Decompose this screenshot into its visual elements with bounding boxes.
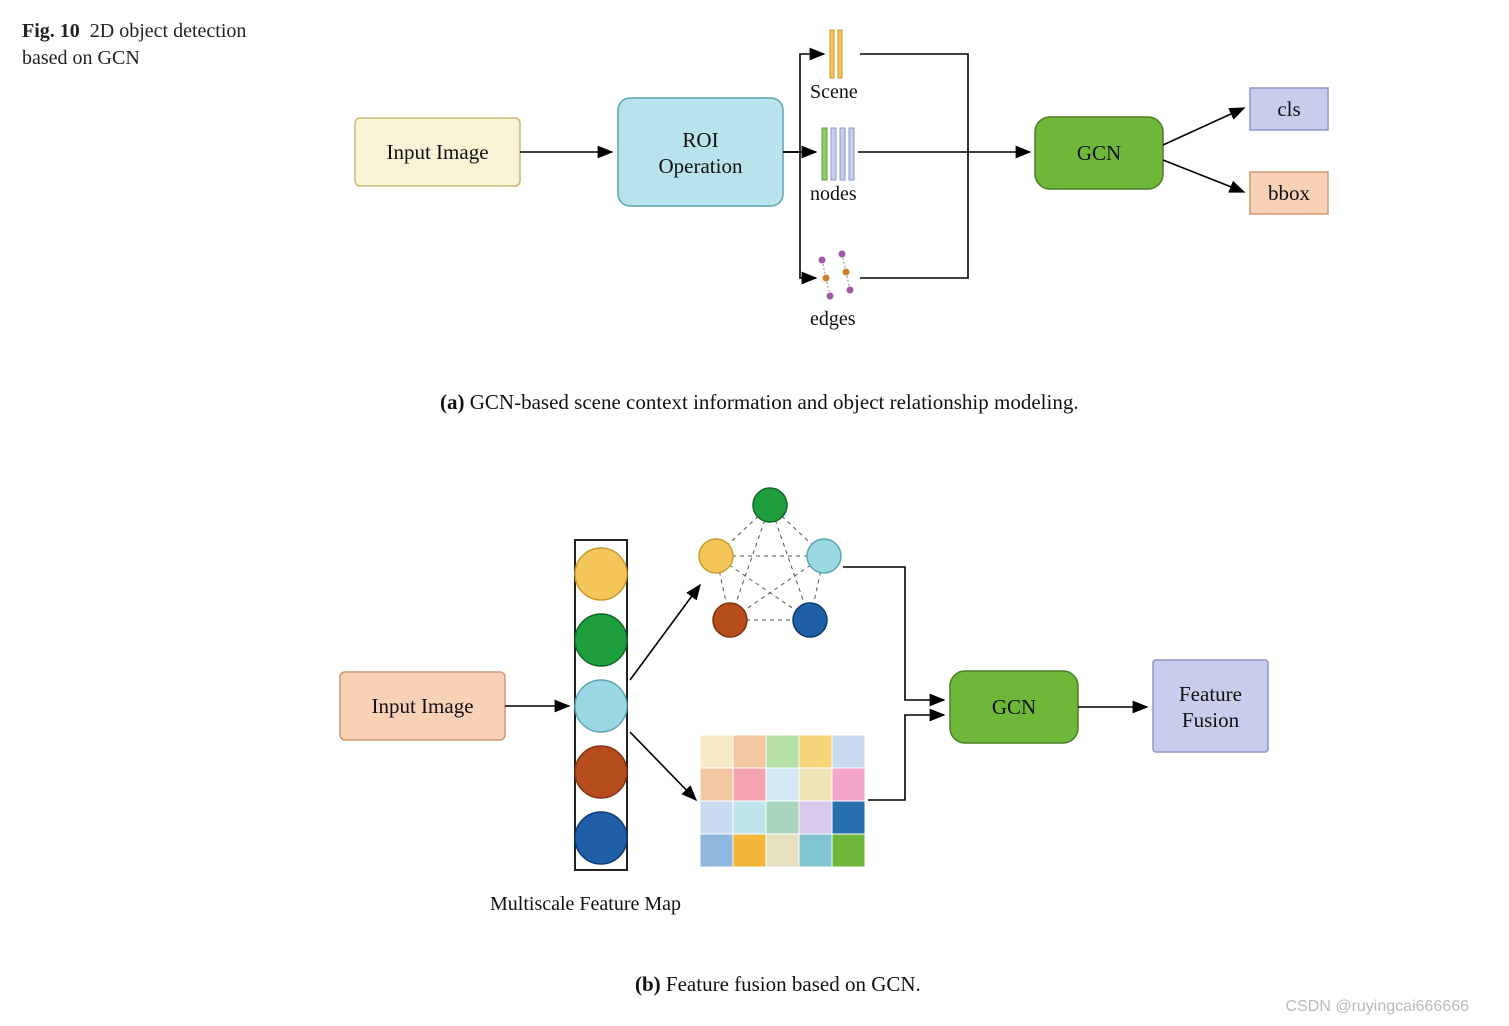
caption-a: (a) GCN-based scene context information … [440, 390, 1079, 415]
svg-text:ROI: ROI [682, 128, 718, 152]
svg-text:GCN: GCN [1077, 141, 1121, 165]
svg-text:Operation: Operation [659, 154, 743, 178]
svg-text:edges: edges [810, 308, 856, 330]
diagram-canvas: Input Image ROIOperation GCN cls bbox Scene no… [0, 0, 1509, 1026]
caption-a-text: GCN-based scene context information and … [470, 390, 1079, 414]
svg-text:Fusion: Fusion [1182, 708, 1240, 732]
svg-text:GCN: GCN [992, 695, 1036, 719]
caption-a-letter: (a) [440, 390, 465, 414]
watermark: CSDN @ruyingcai666666 [1286, 998, 1469, 1016]
caption-b: (b) Feature fusion based on GCN. [635, 972, 921, 997]
svg-text:Feature: Feature [1179, 682, 1242, 706]
svg-text:Scene: Scene [810, 81, 858, 103]
caption-b-letter: (b) [635, 972, 661, 996]
svg-text:Input Image: Input Image [371, 694, 473, 718]
svg-text:bbox: bbox [1268, 181, 1311, 205]
svg-text:Multiscale Feature Map: Multiscale Feature Map [490, 893, 681, 915]
svg-text:Input Image: Input Image [386, 140, 488, 164]
svg-text:cls: cls [1277, 97, 1300, 121]
svg-text:nodes: nodes [810, 183, 857, 205]
caption-b-text: Feature fusion based on GCN. [666, 972, 921, 996]
